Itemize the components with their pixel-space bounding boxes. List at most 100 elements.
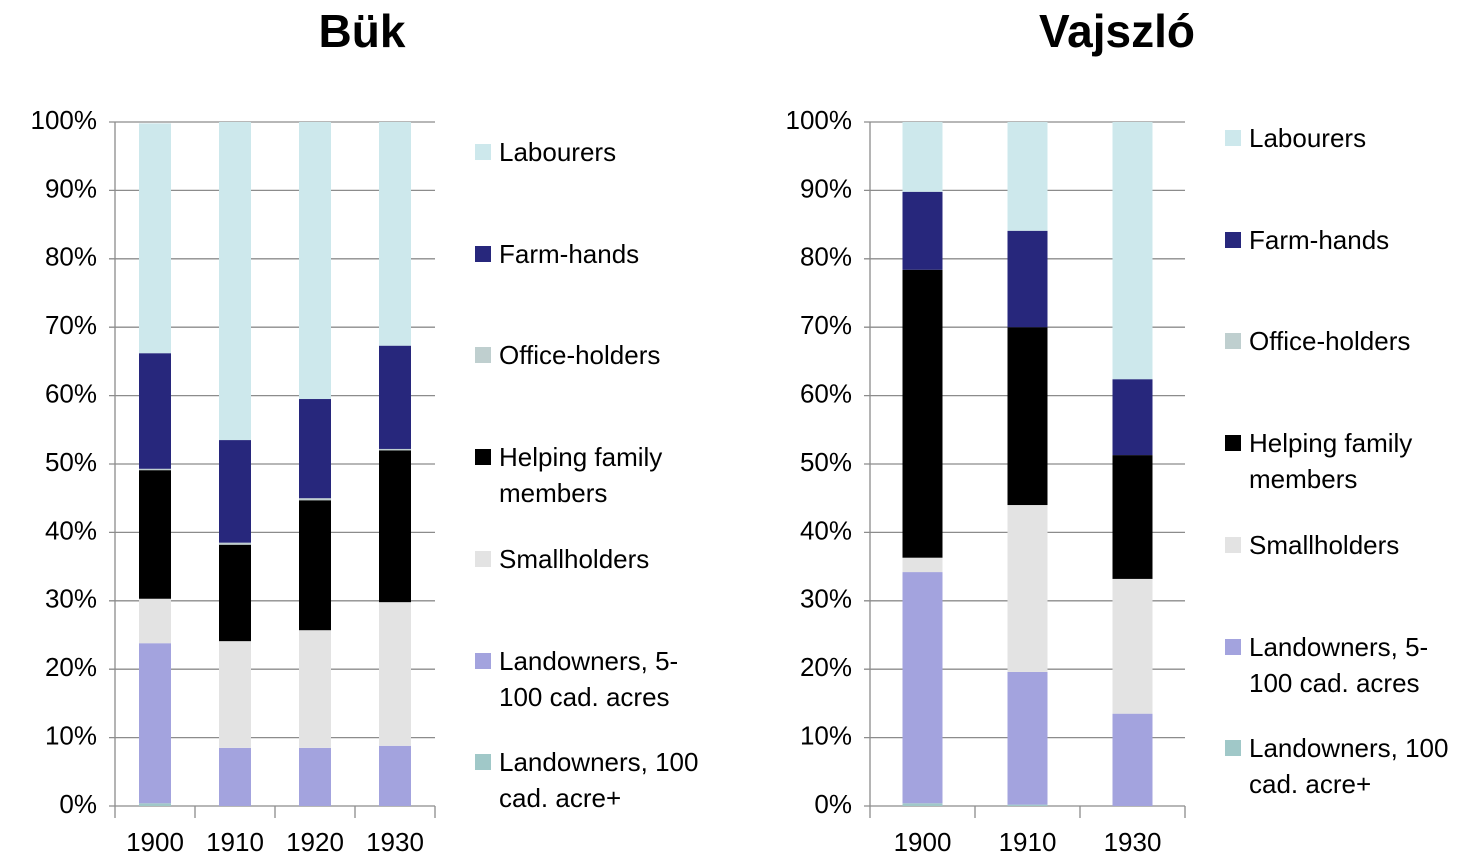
- y-tick-label: 80%: [800, 242, 852, 272]
- legend-entry: Smallholders: [1225, 527, 1459, 563]
- legend-entry: Helping family members: [475, 439, 709, 511]
- bar-segment: [299, 500, 331, 631]
- x-tick-label: 1910: [206, 827, 264, 857]
- legend-swatch: [475, 144, 491, 160]
- bar-segment: [299, 630, 331, 748]
- legend-swatch: [1225, 333, 1241, 350]
- bar-segment: [219, 122, 251, 441]
- x-tick-label: 1930: [366, 827, 424, 857]
- bar-segment: [1112, 455, 1153, 579]
- bar-segment: [299, 747, 331, 806]
- legend-label: Smallholders: [499, 543, 650, 574]
- y-tick-label: 20%: [800, 652, 852, 682]
- bar-segment: [299, 498, 331, 501]
- bar-segment: [379, 122, 411, 346]
- bar-segment: [139, 643, 171, 804]
- bar-segment: [1112, 578, 1153, 714]
- bar-segment: [299, 399, 331, 499]
- legend-entry: Landowners, 5-100 cad. acres: [475, 643, 709, 715]
- legend-swatch: [1225, 638, 1241, 655]
- legend-label: Landowners, 100 cad. acre+: [1249, 733, 1449, 800]
- bar-segment: [219, 747, 251, 806]
- bar-segment: [219, 544, 251, 642]
- bar-segment: [1007, 505, 1048, 672]
- y-tick-label: 80%: [45, 242, 97, 272]
- chart-title: Vajszló: [1039, 5, 1195, 57]
- legend-label: Labourers: [1249, 123, 1367, 153]
- y-tick-label: 30%: [800, 584, 852, 614]
- legend-swatch: [1225, 536, 1241, 553]
- bar-segment: [379, 602, 411, 746]
- bar-segment: [219, 440, 251, 543]
- bar-segment: [1112, 122, 1153, 380]
- legend-label: Farm-hands: [1249, 224, 1390, 255]
- bar-segment: [902, 191, 943, 270]
- bar-segment: [379, 745, 411, 806]
- y-tick-label: 50%: [800, 447, 852, 477]
- y-tick-label: 50%: [45, 447, 97, 477]
- y-tick-label: 10%: [45, 720, 97, 750]
- legend-entry: Smallholders: [475, 541, 709, 577]
- bar-segment: [1007, 230, 1048, 328]
- legend-swatch: [475, 449, 491, 466]
- chart-title: Bük: [319, 5, 406, 57]
- bar-segment: [902, 572, 943, 804]
- y-tick-label: 10%: [800, 720, 852, 750]
- legend-entry: Helping family members: [1225, 425, 1459, 497]
- legend-swatch: [475, 754, 491, 771]
- bar-segment: [299, 122, 331, 400]
- legend-label: Helping family members: [499, 442, 663, 509]
- x-tick-label: 1930: [1104, 827, 1162, 857]
- y-tick-label: 30%: [45, 584, 97, 614]
- bar-segment: [902, 269, 943, 558]
- bar-segment: [219, 641, 251, 748]
- bar-segment: [139, 803, 171, 806]
- y-tick-label: 70%: [800, 310, 852, 340]
- legend-entry: Labourers: [1225, 120, 1459, 156]
- x-tick-label: 1910: [999, 827, 1057, 857]
- y-tick-label: 0%: [59, 789, 97, 819]
- bar-segment: [139, 598, 171, 644]
- bar-segment: [902, 122, 943, 192]
- legend-label: Landowners, 5-100 cad. acres: [499, 645, 679, 712]
- legend-label: Landowners, 5-100 cad. acres: [1249, 631, 1429, 698]
- bar-segment: [139, 123, 171, 354]
- y-tick-label: 100%: [31, 105, 98, 135]
- legend-swatch: [1225, 435, 1241, 452]
- legend-label: Labourers: [499, 137, 617, 167]
- y-tick-label: 60%: [800, 378, 852, 408]
- legend-swatch: [1225, 740, 1241, 757]
- y-tick-label: 90%: [45, 173, 97, 203]
- y-tick-label: 60%: [45, 378, 97, 408]
- bar-segment: [1007, 122, 1048, 231]
- y-tick-label: 90%: [800, 173, 852, 203]
- y-tick-label: 20%: [45, 652, 97, 682]
- legend-entry: Labourers: [475, 134, 709, 170]
- legend-label: Office-holders: [499, 340, 661, 371]
- legend-label: Helping family members: [1249, 428, 1413, 495]
- bar-segment: [1007, 327, 1048, 506]
- x-tick-label: 1900: [894, 827, 952, 857]
- legend-swatch: [1225, 231, 1241, 248]
- x-tick-label: 1920: [286, 827, 344, 857]
- bar-segment: [1112, 379, 1153, 456]
- legend-swatch: [1225, 130, 1241, 146]
- y-tick-label: 100%: [786, 105, 853, 135]
- legend-entry: Office-holders: [475, 337, 709, 373]
- bar-segment: [379, 450, 411, 603]
- bar-segment: [139, 468, 171, 471]
- y-tick-label: 70%: [45, 310, 97, 340]
- bar-segment: [902, 803, 943, 806]
- bar-segment: [379, 345, 411, 449]
- legend-entry: Farm-hands: [475, 236, 709, 272]
- legend-label: Smallholders: [1249, 529, 1400, 560]
- legend-label: Office-holders: [1249, 326, 1411, 357]
- y-tick-label: 40%: [45, 515, 97, 545]
- legend-swatch: [475, 245, 491, 262]
- legend-swatch: [475, 347, 491, 364]
- legend-entry: Landowners, 5-100 cad. acres: [1225, 629, 1459, 701]
- y-tick-label: 0%: [814, 789, 852, 819]
- y-tick-label: 40%: [800, 515, 852, 545]
